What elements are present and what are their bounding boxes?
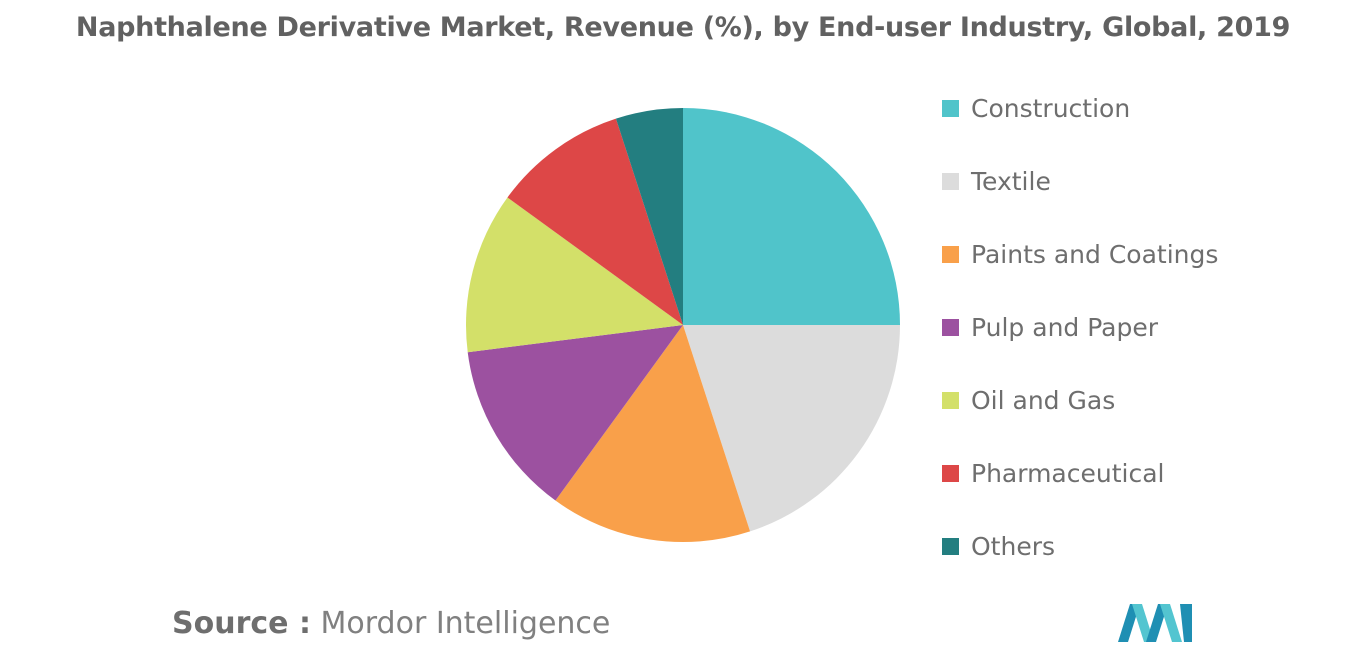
legend-label: Pulp and Paper bbox=[971, 312, 1159, 342]
source-value: Mordor Intelligence bbox=[320, 606, 611, 641]
legend-label: Construction bbox=[971, 93, 1131, 123]
mordor-intelligence-logo-icon bbox=[1118, 604, 1192, 642]
pie-slice-paints-and-coatings bbox=[555, 325, 751, 543]
legend-item-construction: Construction bbox=[942, 88, 1322, 128]
legend-item-textile: Textile bbox=[942, 161, 1322, 201]
legend-swatch bbox=[942, 318, 959, 336]
pie-slice-pharmaceutical bbox=[507, 118, 683, 326]
legend-label: Paints and Coatings bbox=[971, 239, 1219, 269]
legend-label: Pharmaceutical bbox=[971, 458, 1165, 488]
legend-swatch bbox=[942, 99, 959, 117]
pie-slice-oil-and-gas bbox=[465, 197, 683, 353]
legend-swatch bbox=[942, 391, 959, 409]
pie-slice-textile bbox=[683, 325, 900, 532]
pie-slice-pulp-and-paper bbox=[467, 325, 683, 501]
legend-item-pulp-and-paper: Pulp and Paper bbox=[942, 307, 1322, 347]
legend-item-pharmaceutical: Pharmaceutical bbox=[942, 453, 1322, 493]
chart-title: Naphthalene Derivative Market, Revenue (… bbox=[75, 12, 1291, 43]
legend-item-paints-and-coatings: Paints and Coatings bbox=[942, 234, 1322, 274]
legend-item-oil-and-gas: Oil and Gas bbox=[942, 380, 1322, 420]
legend-label: Others bbox=[971, 531, 1056, 561]
pie-slice-others bbox=[615, 108, 683, 325]
legend-label: Textile bbox=[971, 166, 1051, 196]
legend-swatch bbox=[942, 172, 959, 190]
pie-slices bbox=[465, 108, 900, 543]
source-label: Source : bbox=[172, 606, 311, 641]
legend-swatch bbox=[942, 464, 959, 482]
pie-slice-construction bbox=[683, 108, 900, 325]
legend-label: Oil and Gas bbox=[971, 385, 1116, 415]
legend-item-others: Others bbox=[942, 526, 1322, 566]
legend-swatch bbox=[942, 537, 959, 555]
source-credit: Source : Mordor Intelligence bbox=[172, 606, 610, 641]
legend-swatch bbox=[942, 245, 959, 263]
